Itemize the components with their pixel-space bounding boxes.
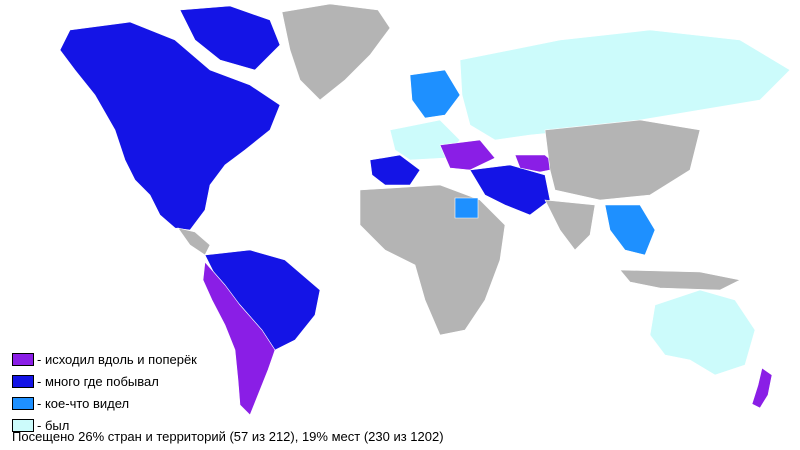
legend-item-many: - много где побывал xyxy=(12,370,197,392)
north-america-region xyxy=(59,21,281,231)
legend-item-walked: - исходил вдоль и поперёк xyxy=(12,348,197,370)
summary-text: Посещено 26% стран и территорий (57 из 2… xyxy=(12,429,444,444)
new-zealand-region xyxy=(751,367,773,409)
greenland-region xyxy=(281,3,391,101)
legend-label-many: - много где побывал xyxy=(37,373,159,389)
asia-unvisited-region xyxy=(544,119,701,201)
south-america-west-region xyxy=(202,261,276,416)
canada-arctic-region xyxy=(179,5,281,71)
central-america-region xyxy=(177,227,211,256)
australia-region xyxy=(649,289,756,376)
legend: - исходил вдоль и поперёк - много где по… xyxy=(12,348,197,436)
indonesia-region xyxy=(619,269,741,291)
legend-label-walked: - исходил вдоль и поперёк xyxy=(37,351,197,367)
legend-label-seen: - кое-что видел xyxy=(37,395,130,411)
middle-east-region xyxy=(469,164,551,216)
europe-west-region xyxy=(369,154,421,186)
legend-item-been: - был xyxy=(12,414,197,436)
egypt-region xyxy=(454,197,479,219)
india-region xyxy=(544,199,596,251)
russia-region xyxy=(459,29,791,141)
swatch-walked xyxy=(12,352,34,366)
swatch-been xyxy=(12,418,34,432)
swatch-many xyxy=(12,374,34,388)
legend-item-seen: - кое-что видел xyxy=(12,392,197,414)
africa-region xyxy=(359,184,506,336)
swatch-seen xyxy=(12,396,34,410)
balkans-region xyxy=(439,139,496,171)
south-east-asia-region xyxy=(604,204,656,256)
legend-label-been: - был xyxy=(37,417,70,433)
scandinavia-region xyxy=(409,69,461,119)
